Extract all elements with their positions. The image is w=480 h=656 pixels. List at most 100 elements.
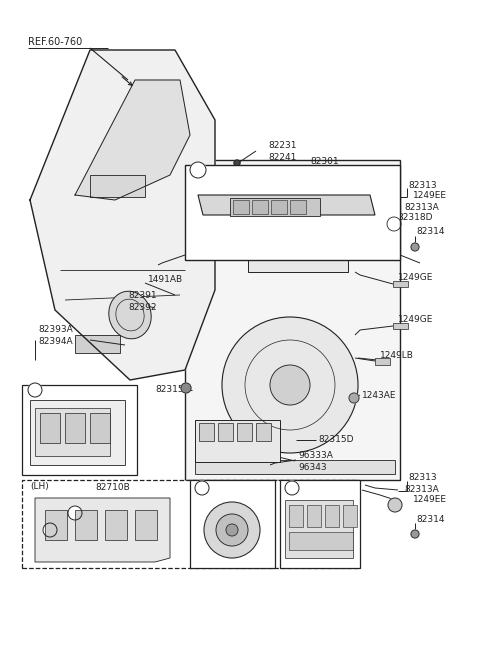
Bar <box>195 420 280 462</box>
Text: 82241: 82241 <box>268 152 296 161</box>
Bar <box>65 413 85 443</box>
Bar <box>22 480 357 568</box>
Bar <box>248 250 348 272</box>
Polygon shape <box>393 281 408 287</box>
Bar <box>289 532 353 550</box>
Bar <box>290 200 306 214</box>
Polygon shape <box>35 498 170 562</box>
Bar <box>285 500 353 558</box>
Text: 82314: 82314 <box>416 228 444 237</box>
Text: 82313: 82313 <box>408 180 437 190</box>
Polygon shape <box>30 50 215 380</box>
Circle shape <box>388 498 402 512</box>
Circle shape <box>270 365 310 405</box>
Text: 82315B: 82315B <box>155 386 190 394</box>
Text: 1249EE: 1249EE <box>413 192 447 201</box>
Bar <box>289 505 303 527</box>
Bar <box>105 510 127 540</box>
Circle shape <box>285 481 299 495</box>
Text: 82313: 82313 <box>408 474 437 483</box>
Text: a: a <box>33 387 37 393</box>
Text: 1243AE: 1243AE <box>362 390 396 400</box>
Text: 82318D: 82318D <box>397 213 432 222</box>
Bar <box>30 400 125 465</box>
Circle shape <box>349 393 359 403</box>
Bar <box>252 215 266 231</box>
Bar <box>190 480 275 568</box>
Circle shape <box>234 160 240 166</box>
Bar <box>22 385 137 475</box>
Bar <box>218 423 233 441</box>
Bar <box>199 423 214 441</box>
Circle shape <box>411 530 419 538</box>
Text: 1249GE: 1249GE <box>398 316 433 325</box>
Bar <box>256 423 271 441</box>
Bar <box>185 160 400 480</box>
Text: b: b <box>200 485 204 491</box>
Bar <box>205 210 360 238</box>
Bar <box>233 200 249 214</box>
Circle shape <box>222 317 358 453</box>
Text: REF.60-760: REF.60-760 <box>28 37 82 47</box>
Text: 82313A: 82313A <box>404 485 439 495</box>
Text: 82353A: 82353A <box>358 213 393 222</box>
Circle shape <box>28 383 42 397</box>
Circle shape <box>387 217 401 231</box>
Bar <box>280 480 360 568</box>
Ellipse shape <box>109 291 151 338</box>
Bar <box>248 213 328 233</box>
Circle shape <box>181 383 191 393</box>
Text: 93570B: 93570B <box>302 483 335 493</box>
Text: 82313A: 82313A <box>404 203 439 211</box>
Bar <box>195 460 395 474</box>
Bar <box>135 510 157 540</box>
Circle shape <box>226 524 238 536</box>
Text: a: a <box>196 165 200 174</box>
Bar <box>237 423 252 441</box>
Bar <box>325 505 339 527</box>
Text: 1491AB: 1491AB <box>148 276 183 285</box>
Circle shape <box>195 481 209 495</box>
Text: c: c <box>352 396 356 401</box>
Circle shape <box>204 502 260 558</box>
Text: 1249LB: 1249LB <box>380 350 414 359</box>
Text: 93575B: 93575B <box>45 386 77 394</box>
Text: 82231: 82231 <box>268 140 297 150</box>
Text: 82393A: 82393A <box>38 325 73 335</box>
Text: 93530: 93530 <box>212 483 239 493</box>
Bar <box>271 200 287 214</box>
Bar <box>288 215 302 231</box>
Circle shape <box>216 514 248 546</box>
Polygon shape <box>75 80 190 200</box>
Text: 82363: 82363 <box>358 224 386 234</box>
Polygon shape <box>393 323 408 329</box>
Bar <box>90 175 145 197</box>
Text: 82302: 82302 <box>310 169 338 178</box>
Bar <box>40 413 60 443</box>
Bar <box>45 510 67 540</box>
Bar <box>343 505 357 527</box>
Text: c: c <box>73 510 77 516</box>
Bar <box>90 413 110 443</box>
Bar <box>75 510 97 540</box>
Bar <box>252 200 268 214</box>
Text: c: c <box>290 485 294 491</box>
Bar <box>307 505 321 527</box>
Bar <box>185 165 400 260</box>
Text: 83745: 83745 <box>335 188 364 197</box>
Text: 1249EE: 1249EE <box>413 495 447 504</box>
Bar <box>75 335 120 353</box>
Bar <box>230 198 320 216</box>
Bar <box>35 408 110 456</box>
Bar <box>305 215 319 231</box>
Text: 82720B: 82720B <box>358 203 393 211</box>
Text: (LH): (LH) <box>30 483 49 491</box>
Text: 82315D: 82315D <box>318 436 353 445</box>
Text: 82301: 82301 <box>310 157 338 167</box>
Polygon shape <box>198 195 375 215</box>
Text: 96333A: 96333A <box>298 451 333 461</box>
Text: 96343: 96343 <box>298 462 326 472</box>
Circle shape <box>68 506 82 520</box>
Text: 82392: 82392 <box>128 302 156 312</box>
Text: 82391: 82391 <box>128 291 156 300</box>
